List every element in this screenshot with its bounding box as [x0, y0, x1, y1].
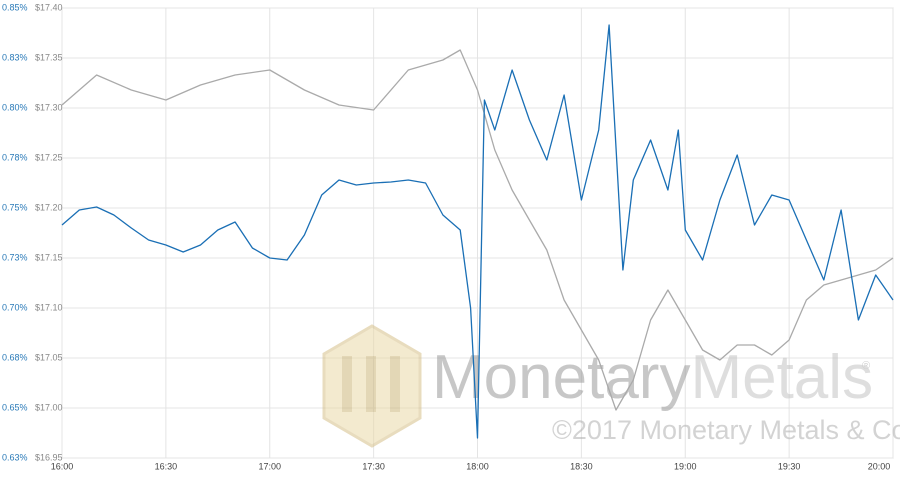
- y-tick-label: 0.73%: [2, 252, 28, 262]
- x-tick-label: 17:00: [258, 461, 281, 471]
- y2-tick-label: $17.40: [35, 2, 63, 12]
- y-tick-label: 0.78%: [2, 152, 28, 162]
- y-tick-label: 0.70%: [2, 302, 28, 312]
- y-tick-label: 0.85%: [2, 2, 28, 12]
- x-tick-label: 20:00: [868, 461, 891, 471]
- watermark: MonetaryMetals ® ©2017 Monetary Metals &…: [322, 324, 900, 448]
- y2-tick-label: $17.20: [35, 202, 63, 212]
- y-tick-label: 0.65%: [2, 402, 28, 412]
- series-line: [61, 49, 894, 411]
- y2-tick-label: $17.25: [35, 152, 63, 162]
- y-tick-label: 0.80%: [2, 102, 28, 112]
- y-tick-label: 0.75%: [2, 202, 28, 212]
- y2-tick-label: $17.10: [35, 302, 63, 312]
- x-tick-label: 19:30: [778, 461, 801, 471]
- y2-tick-label: $17.00: [35, 402, 63, 412]
- registered: ®: [862, 360, 870, 372]
- x-tick-label: 18:30: [570, 461, 593, 471]
- y-tick-label: 0.63%: [2, 452, 28, 462]
- y-tick-label: 0.68%: [2, 352, 28, 362]
- brand-part: Monetary: [432, 343, 690, 412]
- logo-bar: [342, 356, 352, 412]
- y-tick-label: 0.83%: [2, 52, 28, 62]
- y2-tick-label: $17.30: [35, 102, 63, 112]
- x-tick-label: 17:30: [362, 461, 385, 471]
- series-line: [61, 24, 894, 439]
- y2-tick-label: $17.35: [35, 52, 63, 62]
- logo-bar: [390, 356, 400, 412]
- y2-tick-label: $16.95: [35, 452, 63, 462]
- copyright: ©2017 Monetary Metals & Co.: [552, 415, 900, 445]
- y2-tick-label: $17.15: [35, 252, 63, 262]
- x-tick-label: 18:00: [466, 461, 489, 471]
- x-tick-label: 16:30: [155, 461, 178, 471]
- x-tick-label: 19:00: [674, 461, 697, 471]
- brand-part: Metals: [690, 343, 873, 412]
- logo-bar: [366, 356, 376, 412]
- brand: MonetaryMetals: [432, 343, 873, 412]
- y2-tick-label: $17.05: [35, 352, 63, 362]
- x-tick-label: 16:00: [51, 461, 74, 471]
